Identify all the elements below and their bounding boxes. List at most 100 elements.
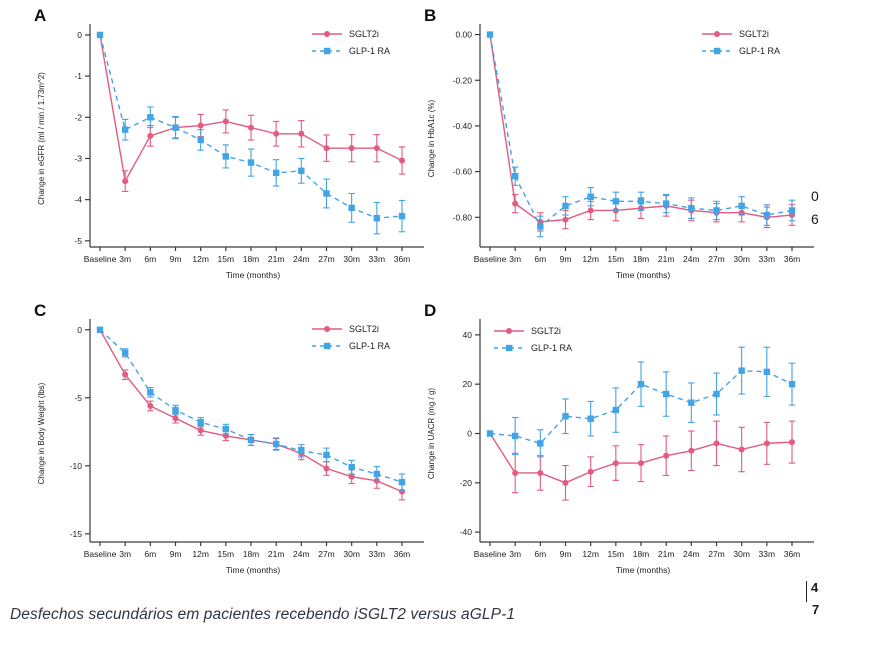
svg-text:-15: -15 — [70, 529, 83, 539]
svg-text:24m: 24m — [683, 254, 700, 264]
svg-text:27m: 27m — [318, 254, 335, 264]
svg-text:9m: 9m — [560, 549, 572, 559]
panel-b: B 0.00 -0.20 -0.40 -0.60 -0.80 Baseline 3m 6m 9m… — [418, 6, 822, 296]
svg-text:SGLT2i: SGLT2i — [349, 324, 379, 334]
svg-text:6m: 6m — [144, 254, 156, 264]
svg-text:GLP-1 RA: GLP-1 RA — [349, 341, 390, 351]
svg-text:18m: 18m — [243, 254, 260, 264]
svg-text:33m: 33m — [759, 549, 776, 559]
svg-text:33m: 33m — [759, 254, 776, 264]
svg-text:-20: -20 — [460, 478, 473, 488]
svg-text:-0.40: -0.40 — [453, 121, 473, 131]
svg-text:Baseline: Baseline — [84, 254, 117, 264]
svg-text:-10: -10 — [70, 461, 83, 471]
svg-text:-0.60: -0.60 — [453, 167, 473, 177]
svg-text:36m: 36m — [784, 254, 801, 264]
chart-hba1c: 0.00 -0.20 -0.40 -0.60 -0.80 Baseline 3m 6m 9m 12… — [418, 6, 822, 290]
panel-c: C 0 -5 -10 -15 Baseline 3m 6m 9m 12m 15m 18m 21m 24m… — [28, 301, 432, 591]
svg-text:SGLT2i: SGLT2i — [739, 29, 769, 39]
svg-text:-5: -5 — [74, 393, 82, 403]
svg-text:40: 40 — [463, 330, 473, 340]
chart-uacr: 40 20 0 -20 -40 Baseline 3m 6m 9m 12m 15m 18m 21m 24m… — [418, 301, 822, 585]
clipped-right-text-2: 6 — [811, 211, 819, 227]
svg-text:21m: 21m — [658, 254, 675, 264]
svg-text:Time (months): Time (months) — [616, 565, 671, 575]
svg-text:GLP-1 RA: GLP-1 RA — [531, 343, 572, 353]
figure-caption: Desfechos secundários em pacientes receb… — [10, 606, 516, 623]
svg-text:12m: 12m — [192, 254, 209, 264]
svg-text:36m: 36m — [784, 549, 801, 559]
svg-text:9m: 9m — [560, 254, 572, 264]
svg-text:Time (months): Time (months) — [226, 565, 281, 575]
svg-text:Baseline: Baseline — [474, 254, 507, 264]
panel-d-letter: D — [424, 301, 437, 320]
svg-text:12m: 12m — [192, 549, 209, 559]
svg-text:12m: 12m — [582, 254, 599, 264]
svg-text:-0.80: -0.80 — [453, 212, 473, 222]
chart-body-weight: 0 -5 -10 -15 Baseline 3m 6m 9m 12m 15m 18m 21m 24m 27… — [28, 301, 432, 585]
svg-text:30m: 30m — [733, 254, 750, 264]
svg-text:9m: 9m — [170, 254, 182, 264]
svg-text:30m: 30m — [343, 549, 360, 559]
svg-text:-40: -40 — [460, 527, 473, 537]
panel-a: A 0 -1 -2 -3 -4 -5 Baseline 3m 6m 9m 12m 15m 18m 21m 2… — [28, 6, 432, 296]
panel-b-letter: B — [424, 6, 437, 25]
page-number-block: 4 7 — [806, 581, 819, 616]
svg-text:0: 0 — [77, 30, 82, 40]
svg-text:0.00: 0.00 — [455, 30, 472, 40]
svg-text:-3: -3 — [74, 153, 82, 163]
svg-text:6m: 6m — [144, 549, 156, 559]
page-number-divider — [806, 581, 807, 602]
svg-text:20: 20 — [463, 379, 473, 389]
svg-text:21m: 21m — [658, 549, 675, 559]
svg-text:15m: 15m — [608, 549, 625, 559]
svg-text:-0.20: -0.20 — [453, 75, 473, 85]
svg-text:27m: 27m — [708, 549, 725, 559]
page-number-top: 4 — [811, 580, 819, 595]
svg-text:Change in Body Weight (lbs): Change in Body Weight (lbs) — [37, 382, 46, 484]
panel-a-letter: A — [34, 6, 47, 25]
panel-d: D 40 20 0 -20 -40 Baseline 3m 6m 9m 12m 15m 18m 21m 2… — [418, 301, 822, 591]
page-number-bottom: 7 — [812, 602, 820, 617]
svg-text:21m: 21m — [268, 549, 285, 559]
svg-text:30m: 30m — [343, 254, 360, 264]
page-number-row-top: 4 — [806, 581, 819, 602]
clipped-right-text-1: 0 — [811, 188, 819, 204]
svg-text:27m: 27m — [708, 254, 725, 264]
svg-text:30m: 30m — [733, 549, 750, 559]
page-number-row-bottom: 7 — [812, 603, 819, 616]
svg-text:Change in eGFR (ml / min / 1.7: Change in eGFR (ml / min / 1.73m^2) — [37, 72, 46, 205]
svg-text:3m: 3m — [119, 549, 131, 559]
svg-text:36m: 36m — [394, 254, 411, 264]
svg-text:18m: 18m — [633, 549, 650, 559]
line-chart-B: 0.00 -0.20 -0.40 -0.60 -0.80 Baseline 3m 6m 9m 12… — [427, 24, 814, 280]
svg-text:0: 0 — [77, 325, 82, 335]
panel-c-letter: C — [34, 301, 47, 320]
svg-text:3m: 3m — [509, 254, 521, 264]
svg-text:3m: 3m — [119, 254, 131, 264]
svg-text:-1: -1 — [74, 71, 82, 81]
svg-text:24m: 24m — [293, 254, 310, 264]
chart-egfr: 0 -1 -2 -3 -4 -5 Baseline 3m 6m 9m 12m 15m 18m 21m 24m… — [28, 6, 432, 290]
svg-text:Baseline: Baseline — [474, 549, 507, 559]
svg-text:33m: 33m — [369, 254, 386, 264]
svg-text:15m: 15m — [608, 254, 625, 264]
svg-text:36m: 36m — [394, 549, 411, 559]
svg-text:-5: -5 — [74, 236, 82, 246]
svg-text:Change in UACR (mg / g): Change in UACR (mg / g) — [427, 388, 436, 479]
svg-text:6m: 6m — [534, 254, 546, 264]
svg-text:Time (months): Time (months) — [226, 270, 281, 280]
svg-text:GLP-1 RA: GLP-1 RA — [739, 46, 780, 56]
svg-text:Change in HbA1c (%): Change in HbA1c (%) — [427, 99, 436, 177]
svg-text:15m: 15m — [218, 549, 235, 559]
svg-text:Baseline: Baseline — [84, 549, 117, 559]
svg-text:24m: 24m — [683, 549, 700, 559]
svg-text:0: 0 — [467, 429, 472, 439]
svg-text:18m: 18m — [243, 549, 260, 559]
svg-text:GLP-1 RA: GLP-1 RA — [349, 46, 390, 56]
svg-text:-4: -4 — [74, 195, 82, 205]
svg-text:18m: 18m — [633, 254, 650, 264]
